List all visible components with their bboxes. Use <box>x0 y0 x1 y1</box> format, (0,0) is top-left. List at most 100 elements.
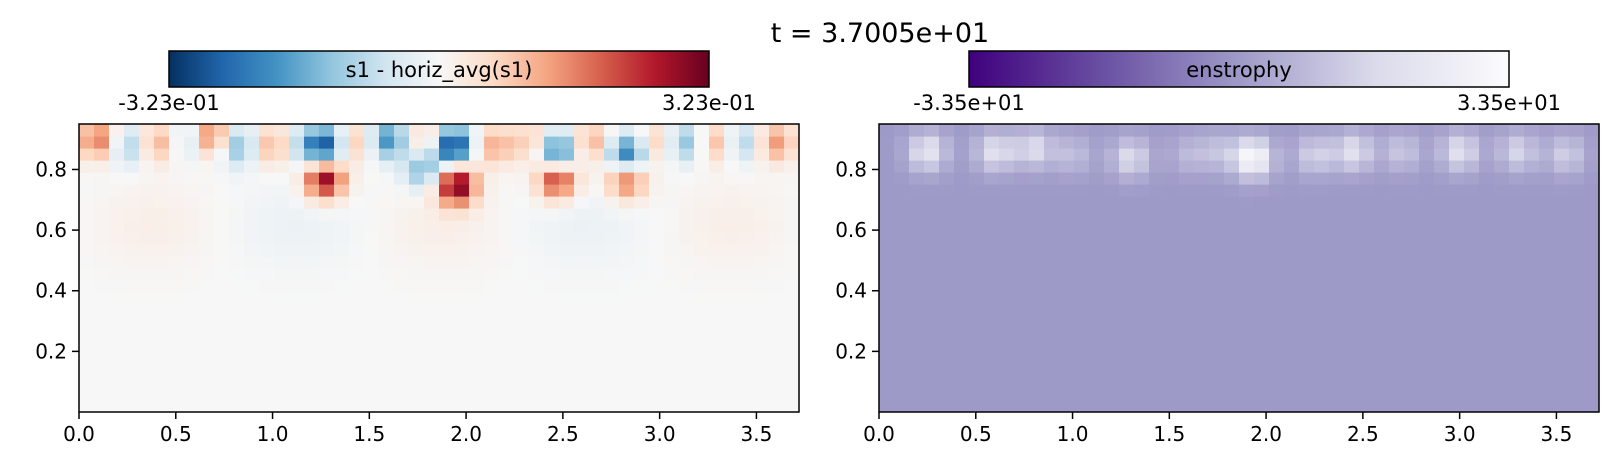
heatmap-cell <box>1254 148 1270 161</box>
heatmap-cell <box>1509 292 1525 305</box>
heatmap-cell <box>1239 292 1255 305</box>
heatmap-cell <box>634 196 650 209</box>
heatmap-cell <box>1254 388 1270 401</box>
heatmap-cell <box>1344 340 1360 353</box>
heatmap-cell <box>954 304 970 317</box>
heatmap-cell <box>124 316 140 329</box>
heatmap-cell <box>139 400 155 412</box>
heatmap-cell <box>784 328 799 341</box>
heatmap-cell <box>1404 268 1420 281</box>
heatmap-cell <box>94 184 110 197</box>
heatmap-cell <box>1479 256 1495 269</box>
heatmap-cell <box>1419 172 1435 185</box>
heatmap-cell <box>379 136 395 149</box>
heatmap-cell <box>79 328 95 341</box>
heatmap-cell <box>1374 244 1390 257</box>
heatmap-cell <box>1539 220 1555 233</box>
heatmap-cell <box>924 208 940 221</box>
heatmap-cell <box>424 304 440 317</box>
heatmap-cell <box>1299 364 1315 377</box>
heatmap-cell <box>454 208 470 221</box>
heatmap-cell <box>544 136 560 149</box>
heatmap-cell <box>1074 208 1090 221</box>
heatmap-cell <box>439 148 455 161</box>
heatmap-cell <box>1344 196 1360 209</box>
heatmap-cell <box>1269 232 1285 245</box>
heatmap-cell <box>784 208 799 221</box>
x-tick-label: 3.5 <box>741 422 773 446</box>
heatmap-cell <box>244 316 260 329</box>
heatmap-cell <box>559 280 575 293</box>
heatmap-cell <box>664 292 680 305</box>
heatmap-cell <box>109 208 125 221</box>
heatmap-cell <box>364 328 380 341</box>
heatmap-cell <box>894 280 910 293</box>
heatmap-cell <box>1554 316 1570 329</box>
heatmap-cell <box>289 304 305 317</box>
heatmap-cell <box>529 232 545 245</box>
heatmap-cell <box>214 316 230 329</box>
heatmap-cell <box>1584 220 1599 233</box>
heatmap-cell <box>1314 388 1330 401</box>
heatmap-cell <box>1119 328 1135 341</box>
heatmap-cell <box>499 256 515 269</box>
heatmap-cell <box>1284 220 1300 233</box>
heatmap-cell <box>1494 328 1510 341</box>
heatmap-cell <box>1404 244 1420 257</box>
heatmap-cell <box>1314 184 1330 197</box>
heatmap-cell <box>94 376 110 389</box>
heatmap-cell <box>664 136 680 149</box>
heatmap-cell <box>229 256 245 269</box>
heatmap-cell <box>1389 316 1405 329</box>
heatmap-cell <box>529 124 545 137</box>
heatmap-cell <box>724 256 740 269</box>
colorbar-label-enstrophy: enstrophy <box>1186 58 1292 82</box>
heatmap-cell <box>169 280 185 293</box>
heatmap-cell <box>94 292 110 305</box>
heatmap-cell <box>604 148 620 161</box>
heatmap-cell <box>424 124 440 137</box>
heatmap-cell <box>409 148 425 161</box>
heatmap-cell <box>499 220 515 233</box>
heatmap-cell <box>319 316 335 329</box>
heatmap-cell <box>304 316 320 329</box>
heatmap-cell <box>424 160 440 173</box>
heatmap-cell <box>724 244 740 257</box>
heatmap-cell <box>604 400 620 412</box>
heatmap-cell <box>724 364 740 377</box>
heatmap-cell <box>1419 256 1435 269</box>
heatmap-cell <box>1509 400 1525 412</box>
heatmap-cell <box>1194 304 1210 317</box>
heatmap-cell <box>879 172 895 185</box>
heatmap-cell <box>304 124 320 137</box>
heatmap-cell <box>1359 244 1375 257</box>
heatmap-cell <box>984 136 1000 149</box>
heatmap-cell <box>349 316 365 329</box>
heatmap-cell <box>969 400 985 412</box>
heatmap-cell <box>604 196 620 209</box>
heatmap-cell <box>274 256 290 269</box>
heatmap-cell <box>909 316 925 329</box>
heatmap-cell <box>1014 352 1030 365</box>
heatmap-cell <box>739 292 755 305</box>
heatmap-cell <box>1479 304 1495 317</box>
heatmap-cell <box>1149 280 1165 293</box>
heatmap-cell <box>1089 328 1105 341</box>
heatmap-cell <box>1389 304 1405 317</box>
heatmap-cell <box>1134 160 1150 173</box>
heatmap-cell <box>679 160 695 173</box>
heatmap-cell <box>1569 304 1585 317</box>
heatmap-cell <box>1419 232 1435 245</box>
heatmap-cell <box>1404 340 1420 353</box>
heatmap-cell <box>879 160 895 173</box>
heatmap-cell <box>304 172 320 185</box>
heatmap-cell <box>1434 208 1450 221</box>
heatmap-cell <box>1359 160 1375 173</box>
heatmap-cell <box>999 196 1015 209</box>
heatmap-cell <box>79 400 95 412</box>
heatmap-cell <box>409 352 425 365</box>
heatmap-cell <box>409 400 425 412</box>
y-tick-label: 0.2 <box>35 339 67 363</box>
heatmap-cell <box>909 256 925 269</box>
heatmap-cell <box>1359 388 1375 401</box>
